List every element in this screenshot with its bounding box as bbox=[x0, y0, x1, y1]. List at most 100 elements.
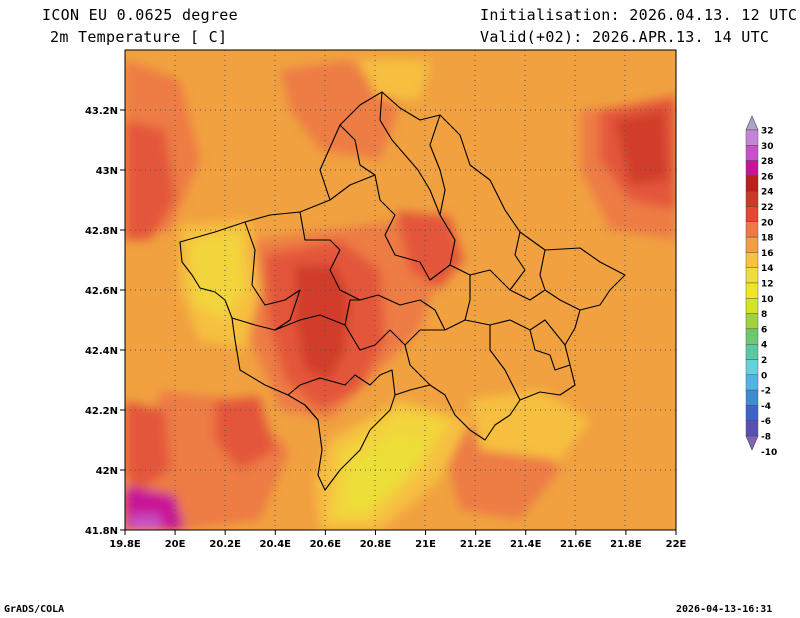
gridlines bbox=[125, 50, 676, 530]
colorbar-label: -6 bbox=[761, 417, 771, 427]
colorbar-swatch bbox=[745, 344, 759, 360]
y-tick-label: 42.6N bbox=[85, 286, 118, 297]
colorbar-swatch bbox=[745, 389, 759, 406]
colorbar-label: 16 bbox=[761, 249, 774, 259]
colorbar-label: 24 bbox=[761, 188, 774, 198]
y-axis: 43.2N 43N 42.8N 42.6N 42.4N 42.2N 42N 41.8N bbox=[85, 106, 125, 537]
model-title: ICON EU 0.0625 degree bbox=[42, 6, 238, 24]
inner-border-6 bbox=[429, 114, 446, 216]
x-tick-label: 22E bbox=[666, 539, 687, 550]
colorbar-swatch bbox=[745, 298, 759, 314]
x-tick-label: 20.8E bbox=[360, 539, 392, 550]
temperature-field bbox=[125, 50, 676, 530]
x-tick-label: 20.4E bbox=[260, 539, 292, 550]
field-10-south bbox=[345, 435, 430, 510]
field-14-north bbox=[360, 60, 430, 100]
colorbar-swatch bbox=[745, 145, 759, 161]
inner-border-15 bbox=[489, 325, 521, 401]
colorbar-top-arrow bbox=[745, 115, 759, 131]
colorbar-label: 22 bbox=[761, 203, 774, 213]
y-tick-label: 41.8N bbox=[85, 526, 118, 537]
render-timestamp: 2026-04-13-16:31 bbox=[676, 604, 773, 615]
colorbar-swatch bbox=[745, 221, 759, 238]
colorbar-swatch bbox=[745, 282, 759, 299]
x-tick-label: 21E bbox=[415, 539, 436, 550]
y-tick-label: 43N bbox=[96, 166, 118, 177]
colorbar-swatch bbox=[745, 206, 759, 223]
colorbar-label: 2 bbox=[761, 356, 767, 366]
field-22-east bbox=[615, 110, 668, 185]
inner-border-19 bbox=[304, 404, 319, 421]
inner-border-5 bbox=[379, 91, 441, 216]
inner-border-9 bbox=[509, 231, 526, 291]
colorbar-swatch bbox=[745, 190, 759, 207]
field-20-north bbox=[395, 210, 465, 290]
colorbar-label: -8 bbox=[761, 433, 771, 443]
admin-borders bbox=[179, 91, 626, 491]
colorbar-label: -4 bbox=[761, 402, 771, 412]
colorbar-label: 6 bbox=[761, 325, 767, 335]
colorbar-label: 4 bbox=[761, 341, 767, 351]
inner-border-20 bbox=[464, 275, 471, 321]
init-time: Initialisation: 2026.04.13. 12 UTC bbox=[480, 6, 798, 24]
field-22-core bbox=[295, 265, 350, 380]
inner-border-10 bbox=[539, 249, 546, 291]
colorbar-label: 30 bbox=[761, 142, 774, 152]
inner-border-21 bbox=[529, 329, 571, 371]
colorbar-label: 32 bbox=[761, 127, 774, 137]
colorbar-label: -10 bbox=[761, 448, 777, 458]
inner-border-8 bbox=[449, 264, 581, 311]
colorbar-label: 10 bbox=[761, 295, 774, 305]
inner-border-3 bbox=[329, 174, 421, 263]
x-tick-label: 20.6E bbox=[310, 539, 342, 550]
colorbar-swatch bbox=[745, 160, 759, 177]
colorbar-label: 8 bbox=[761, 310, 767, 320]
inner-border-18 bbox=[287, 369, 396, 396]
inner-border-12 bbox=[274, 314, 406, 351]
inner-border-1 bbox=[244, 221, 301, 306]
colorbar-swatch bbox=[745, 405, 759, 421]
field-20-west bbox=[125, 120, 175, 240]
x-tick-label: 21.6E bbox=[560, 539, 592, 550]
inner-border-2 bbox=[299, 211, 379, 301]
field-20-south bbox=[215, 395, 275, 470]
inner-border-13 bbox=[344, 299, 360, 326]
field-14-southeast bbox=[470, 390, 590, 460]
inner-border-4 bbox=[339, 124, 376, 176]
colorbar-label: 26 bbox=[761, 172, 774, 182]
colorbar-swatch bbox=[745, 267, 759, 284]
colorbar-swatch bbox=[745, 420, 759, 437]
colorbar-label: -2 bbox=[761, 387, 771, 397]
colorbar-bottom-arrow bbox=[745, 435, 759, 451]
field-12-northwest bbox=[188, 232, 245, 320]
variable-title: 2m Temperature [ C] bbox=[50, 28, 228, 46]
colorbar-swatch bbox=[745, 359, 759, 376]
x-tick-label: 19.8E bbox=[109, 539, 141, 550]
colorbar-label: 18 bbox=[761, 234, 774, 244]
y-tick-label: 42.8N bbox=[85, 226, 118, 237]
colorbar-label: 12 bbox=[761, 280, 774, 290]
y-tick-label: 42N bbox=[96, 466, 118, 477]
colorbar-swatch bbox=[745, 313, 759, 330]
inner-border-17 bbox=[377, 294, 446, 331]
valid-time: Valid(+02): 2026.APR.13. 14 UTC bbox=[480, 28, 770, 46]
y-tick-label: 42.4N bbox=[85, 346, 118, 357]
field-20-southwest bbox=[125, 400, 170, 490]
colorbar-label: 20 bbox=[761, 218, 774, 228]
colorbar-label: 14 bbox=[761, 264, 774, 274]
colorbar-swatch bbox=[745, 129, 759, 146]
x-axis: 19.8E 20E 20.2E 20.4E 20.6E 20.8E 21E 21.2E 21.4… bbox=[109, 530, 687, 550]
x-tick-label: 21.4E bbox=[510, 539, 542, 550]
colorbar-swatch bbox=[745, 374, 759, 391]
x-tick-label: 21.8E bbox=[610, 539, 642, 550]
x-tick-label: 20.2E bbox=[209, 539, 241, 550]
y-tick-label: 42.2N bbox=[85, 406, 118, 417]
colorbar-swatch bbox=[745, 328, 759, 345]
software-credit: GrADS/COLA bbox=[4, 604, 65, 615]
y-tick-label: 43.2N bbox=[85, 106, 118, 117]
colorbar-label: 28 bbox=[761, 157, 774, 167]
colorbar-label: 0 bbox=[761, 371, 767, 381]
field-28-corner bbox=[130, 515, 162, 530]
